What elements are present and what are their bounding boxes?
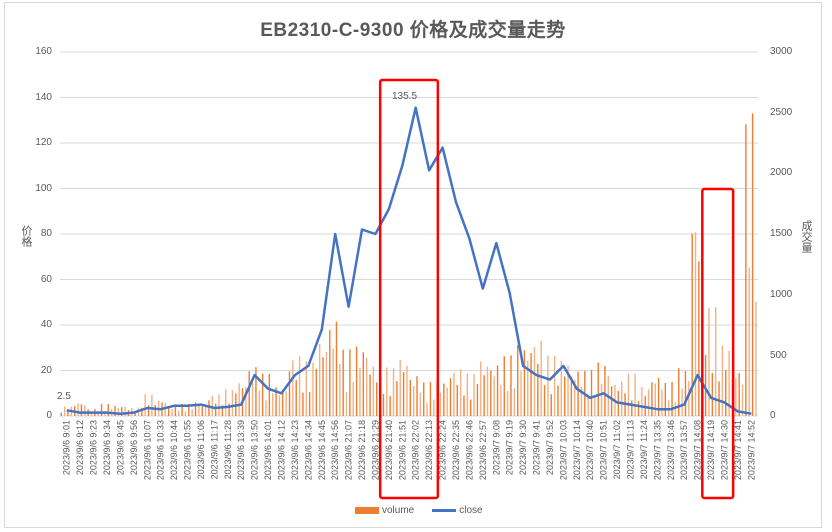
- svg-text:2023/9/6 22:35: 2023/9/6 22:35: [451, 420, 461, 480]
- left-tick-120: 120: [35, 137, 52, 148]
- right-tick-1500: 1500: [770, 228, 793, 239]
- svg-text:2023/9/7 9:30: 2023/9/7 9:30: [518, 420, 528, 475]
- svg-text:2023/9/7 14:19: 2023/9/7 14:19: [706, 420, 716, 480]
- left-tick-40: 40: [40, 319, 52, 330]
- svg-text:2023/9/6 10:55: 2023/9/6 10:55: [183, 420, 193, 480]
- svg-text:2023/9/6 9:23: 2023/9/6 9:23: [89, 420, 99, 475]
- svg-text:2023/9/7 10:51: 2023/9/7 10:51: [599, 420, 609, 480]
- svg-text:2023/9/6 22:02: 2023/9/6 22:02: [411, 420, 421, 480]
- svg-text:2023/9/7 11:02: 2023/9/7 11:02: [612, 420, 622, 479]
- svg-text:2023/9/7 13:35: 2023/9/7 13:35: [652, 420, 662, 480]
- right-tick-2500: 2500: [770, 107, 793, 118]
- volume-swatch-icon: [355, 507, 379, 514]
- left-tick-80: 80: [40, 228, 52, 239]
- left-tick-160: 160: [35, 46, 52, 57]
- peak-value-label: 135.5: [392, 91, 418, 102]
- svg-text:2023/9/7 14:30: 2023/9/7 14:30: [719, 420, 729, 480]
- right-axis-title: 成交量: [800, 220, 812, 253]
- right-tick-1000: 1000: [770, 289, 793, 300]
- svg-text:2023/9/7 13:46: 2023/9/7 13:46: [666, 420, 676, 480]
- right-tick-0: 0: [770, 410, 776, 421]
- svg-text:2023/9/6 11:06: 2023/9/6 11:06: [196, 420, 206, 479]
- legend-label-close: close: [459, 505, 483, 516]
- svg-text:2023/9/6 9:12: 2023/9/6 9:12: [75, 420, 85, 475]
- svg-text:2023/9/6 9:34: 2023/9/6 9:34: [102, 420, 112, 475]
- svg-text:2023/9/7 13:57: 2023/9/7 13:57: [679, 420, 689, 480]
- svg-text:2023/9/7 10:14: 2023/9/7 10:14: [572, 420, 582, 480]
- svg-text:2023/9/6 13:39: 2023/9/6 13:39: [236, 420, 246, 480]
- svg-text:2023/9/6 22:46: 2023/9/6 22:46: [464, 420, 474, 480]
- start-value-label: 2.5: [57, 391, 71, 402]
- svg-text:2023/9/7 9:41: 2023/9/7 9:41: [532, 420, 542, 475]
- svg-text:2023/9/6 22:24: 2023/9/6 22:24: [438, 420, 448, 480]
- svg-text:2023/9/6 22:13: 2023/9/6 22:13: [424, 420, 434, 480]
- svg-text:2023/9/6 21:51: 2023/9/6 21:51: [397, 420, 407, 480]
- left-tick-140: 140: [35, 92, 52, 103]
- svg-text:2023/9/7 9:08: 2023/9/7 9:08: [491, 420, 501, 475]
- right-tick-3000: 3000: [770, 46, 793, 57]
- chart-container[interactable]: EB2310-C-9300 价格及成交量走势: [4, 2, 822, 528]
- svg-text:2023/9/6 14:45: 2023/9/6 14:45: [317, 420, 327, 480]
- legend-item-volume[interactable]: volume: [355, 505, 414, 516]
- svg-text:2023/9/7 9:52: 2023/9/7 9:52: [545, 420, 555, 475]
- svg-text:2023/9/6 10:44: 2023/9/6 10:44: [169, 420, 179, 480]
- svg-text:2023/9/6 10:07: 2023/9/6 10:07: [142, 420, 152, 480]
- svg-text:2023/9/6 9:45: 2023/9/6 9:45: [115, 420, 125, 475]
- left-tick-20: 20: [40, 365, 52, 376]
- svg-text:2023/9/7 14:08: 2023/9/7 14:08: [693, 420, 703, 480]
- svg-text:2023/9/7 10:03: 2023/9/7 10:03: [558, 420, 568, 480]
- svg-text:2023/9/6 9:01: 2023/9/6 9:01: [62, 420, 72, 475]
- svg-text:2023/9/6 9:56: 2023/9/6 9:56: [129, 420, 139, 475]
- svg-text:2023/9/7 10:40: 2023/9/7 10:40: [585, 420, 595, 480]
- right-tick-500: 500: [770, 350, 787, 361]
- svg-text:2023/9/6 14:34: 2023/9/6 14:34: [303, 420, 313, 480]
- svg-text:2023/9/6 21:29: 2023/9/6 21:29: [370, 420, 380, 480]
- svg-text:2023/9/6 11:17: 2023/9/6 11:17: [209, 420, 219, 479]
- legend-label-volume: volume: [382, 505, 415, 516]
- left-tick-60: 60: [40, 274, 52, 285]
- left-axis-title: 价格: [20, 225, 32, 247]
- svg-text:2023/9/6 22:57: 2023/9/6 22:57: [478, 420, 488, 480]
- svg-text:2023/9/7 14:52: 2023/9/7 14:52: [746, 420, 756, 480]
- left-tick-100: 100: [35, 183, 52, 194]
- svg-text:2023/9/6 21:07: 2023/9/6 21:07: [344, 420, 354, 480]
- chart-title: EB2310-C-9300 价格及成交量走势: [260, 20, 566, 41]
- svg-text:2023/9/6 14:12: 2023/9/6 14:12: [276, 420, 286, 480]
- svg-text:2023/9/6 11:28: 2023/9/6 11:28: [223, 420, 233, 479]
- svg-text:2023/9/6 14:56: 2023/9/6 14:56: [330, 420, 340, 480]
- svg-text:2023/9/6 21:18: 2023/9/6 21:18: [357, 420, 367, 480]
- svg-text:2023/9/7 9:19: 2023/9/7 9:19: [505, 420, 515, 475]
- svg-text:2023/9/6 21:40: 2023/9/6 21:40: [384, 420, 394, 480]
- svg-text:2023/9/6 10:33: 2023/9/6 10:33: [156, 420, 166, 480]
- svg-text:2023/9/7 11:24: 2023/9/7 11:24: [639, 420, 649, 479]
- legend: volume close: [355, 505, 483, 516]
- svg-text:2023/9/7 14:41: 2023/9/7 14:41: [733, 420, 743, 480]
- svg-text:2023/9/6 14:23: 2023/9/6 14:23: [290, 420, 300, 480]
- left-tick-0: 0: [46, 410, 52, 421]
- right-tick-2000: 2000: [770, 167, 793, 178]
- legend-item-close[interactable]: close: [432, 505, 483, 516]
- svg-text:2023/9/6 14:01: 2023/9/6 14:01: [263, 420, 273, 480]
- svg-text:2023/9/7 11:13: 2023/9/7 11:13: [625, 420, 635, 479]
- close-swatch-icon: [432, 509, 457, 512]
- svg-text:2023/9/6 13:50: 2023/9/6 13:50: [250, 420, 260, 480]
